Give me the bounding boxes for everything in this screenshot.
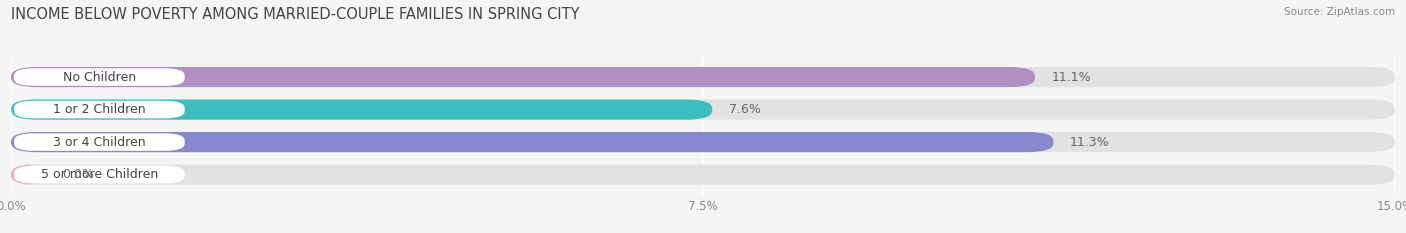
- FancyBboxPatch shape: [11, 99, 713, 120]
- FancyBboxPatch shape: [11, 67, 1395, 87]
- FancyBboxPatch shape: [11, 164, 1395, 185]
- FancyBboxPatch shape: [14, 68, 184, 86]
- FancyBboxPatch shape: [11, 67, 1035, 87]
- Text: 1 or 2 Children: 1 or 2 Children: [53, 103, 146, 116]
- Text: 0.0%: 0.0%: [62, 168, 94, 181]
- FancyBboxPatch shape: [11, 164, 44, 185]
- FancyBboxPatch shape: [14, 101, 184, 118]
- FancyBboxPatch shape: [14, 166, 184, 183]
- Text: INCOME BELOW POVERTY AMONG MARRIED-COUPLE FAMILIES IN SPRING CITY: INCOME BELOW POVERTY AMONG MARRIED-COUPL…: [11, 7, 579, 22]
- Text: Source: ZipAtlas.com: Source: ZipAtlas.com: [1284, 7, 1395, 17]
- FancyBboxPatch shape: [11, 132, 1053, 152]
- Text: No Children: No Children: [63, 71, 136, 84]
- Text: 11.3%: 11.3%: [1070, 136, 1109, 149]
- Text: 11.1%: 11.1%: [1052, 71, 1091, 84]
- FancyBboxPatch shape: [14, 133, 184, 151]
- FancyBboxPatch shape: [11, 99, 1395, 120]
- FancyBboxPatch shape: [11, 132, 1395, 152]
- Text: 7.6%: 7.6%: [728, 103, 761, 116]
- Text: 3 or 4 Children: 3 or 4 Children: [53, 136, 146, 149]
- Text: 5 or more Children: 5 or more Children: [41, 168, 157, 181]
